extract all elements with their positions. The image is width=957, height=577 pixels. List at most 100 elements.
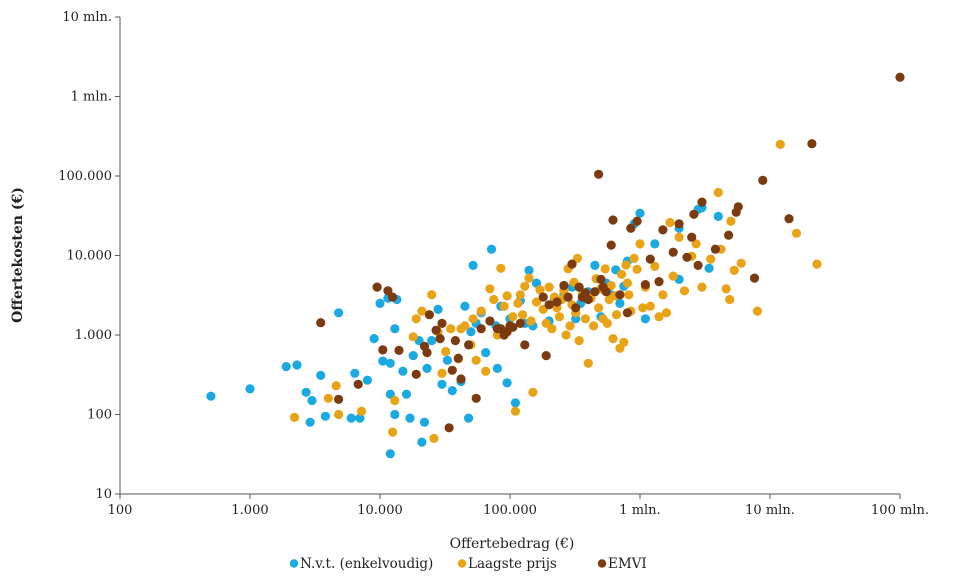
data-point xyxy=(572,253,583,263)
y-tick-label: 10 xyxy=(95,487,112,502)
data-point xyxy=(453,353,463,363)
data-point xyxy=(356,406,367,416)
axes xyxy=(119,17,900,495)
data-point xyxy=(378,356,388,366)
data-point xyxy=(520,340,530,350)
data-point xyxy=(419,417,430,427)
data-point xyxy=(411,369,421,379)
data-point xyxy=(476,306,486,316)
data-point xyxy=(502,291,512,301)
data-point xyxy=(464,413,474,423)
data-point xyxy=(640,314,651,324)
data-point xyxy=(544,300,554,310)
data-point xyxy=(464,340,474,350)
data-point xyxy=(775,139,785,149)
data-point xyxy=(518,310,528,320)
data-point xyxy=(485,284,495,294)
data-point xyxy=(485,316,495,326)
data-point xyxy=(375,298,385,308)
legend-marker xyxy=(289,559,299,568)
data-point xyxy=(601,287,611,297)
data-point xyxy=(724,230,734,240)
data-point xyxy=(721,284,731,294)
data-point xyxy=(704,263,714,273)
data-point xyxy=(580,314,591,324)
data-point xyxy=(538,292,548,302)
data-point xyxy=(245,384,255,394)
data-point xyxy=(640,280,651,290)
data-point xyxy=(602,318,612,328)
data-point xyxy=(388,292,398,302)
data-point xyxy=(554,312,565,322)
data-point xyxy=(515,318,525,328)
data-point xyxy=(496,263,506,273)
data-point xyxy=(398,366,408,376)
data-point xyxy=(408,351,418,361)
data-point xyxy=(499,301,509,311)
data-point xyxy=(895,72,905,82)
data-point xyxy=(674,232,684,242)
data-point xyxy=(334,308,344,318)
data-point xyxy=(594,303,604,313)
data-point xyxy=(654,312,664,322)
data-point xyxy=(622,308,633,318)
data-point xyxy=(616,269,627,279)
data-point xyxy=(691,239,701,249)
legend-label: EMVI xyxy=(608,556,647,572)
data-point xyxy=(559,280,569,291)
data-points xyxy=(206,72,905,459)
data-point xyxy=(435,334,445,344)
data-point xyxy=(292,360,302,370)
data-point xyxy=(710,244,721,254)
data-point xyxy=(441,346,451,357)
data-point xyxy=(316,370,326,380)
data-point xyxy=(316,318,326,328)
data-point xyxy=(571,303,581,313)
data-point xyxy=(650,239,660,249)
data-point xyxy=(654,277,664,287)
data-point xyxy=(689,209,699,219)
data-point xyxy=(596,274,606,284)
data-point xyxy=(460,301,470,311)
data-point xyxy=(510,398,520,408)
data-point xyxy=(567,259,577,269)
data-point xyxy=(510,406,520,416)
data-point xyxy=(697,282,707,292)
data-point xyxy=(682,252,692,262)
legend-item: EMVI xyxy=(597,556,647,572)
data-point xyxy=(447,386,457,396)
data-point xyxy=(378,345,388,355)
y-tick-label: 100 xyxy=(87,408,112,423)
data-point xyxy=(427,290,437,300)
data-point xyxy=(590,260,600,270)
data-point xyxy=(729,265,739,275)
data-point xyxy=(427,336,437,346)
legend-marker xyxy=(597,559,607,568)
data-point xyxy=(422,348,432,358)
x-tick-label: 100 mln. xyxy=(871,503,929,518)
data-point xyxy=(289,412,300,422)
data-point xyxy=(446,324,456,334)
data-point xyxy=(531,297,542,307)
data-point xyxy=(385,449,395,459)
data-point xyxy=(429,433,439,443)
data-point xyxy=(305,417,315,427)
data-point xyxy=(784,214,794,224)
data-point xyxy=(713,187,723,198)
legend-item: Laagste prijs xyxy=(457,556,557,572)
x-tick-label: 1 mln. xyxy=(619,503,660,518)
data-point xyxy=(307,395,317,406)
x-axis-title: Offertebedrag (€) xyxy=(450,536,575,552)
data-point xyxy=(460,321,470,331)
data-point xyxy=(388,427,398,437)
data-point xyxy=(544,282,554,292)
data-point xyxy=(674,219,684,229)
data-point xyxy=(812,259,822,269)
data-point xyxy=(565,321,575,331)
data-point xyxy=(632,264,642,274)
y-tick-label: 100.000 xyxy=(58,169,112,184)
data-point xyxy=(736,258,746,268)
data-point xyxy=(346,413,356,423)
data-point xyxy=(383,286,393,296)
data-point xyxy=(331,381,341,391)
